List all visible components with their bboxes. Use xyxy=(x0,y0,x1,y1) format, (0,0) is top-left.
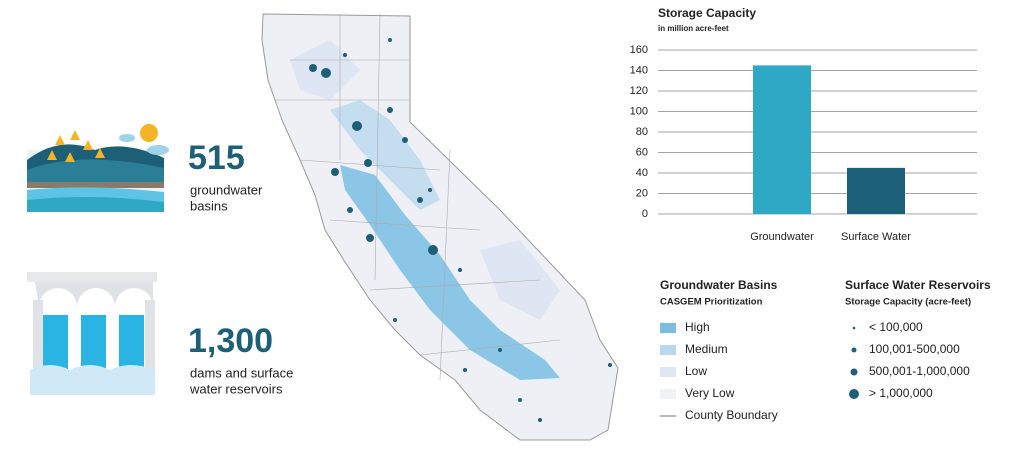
legend-swatch xyxy=(851,347,857,353)
legend-label: Medium xyxy=(685,342,728,356)
legend-label: Very Low xyxy=(685,386,735,400)
stat-label: groundwater xyxy=(190,182,263,197)
legend-swatch xyxy=(660,323,676,333)
y-tick-label: 60 xyxy=(636,146,648,158)
legend-title: Surface Water Reservoirs xyxy=(845,278,991,292)
legend-swatch xyxy=(660,389,676,399)
x-tick-label: Groundwater xyxy=(750,231,814,243)
california-map xyxy=(261,13,619,441)
dam-icon xyxy=(27,272,157,395)
y-tick-label: 0 xyxy=(642,208,648,220)
legend-title: Groundwater Basins xyxy=(660,278,778,292)
legend-label: High xyxy=(685,320,710,334)
bar-chart: Storage Capacity in million acre-feet xyxy=(658,6,756,33)
legend-subtitle: Storage Capacity (acre-feet) xyxy=(845,297,971,308)
y-tick-label: 140 xyxy=(630,64,648,76)
legend-label: 100,001-500,000 xyxy=(869,342,960,356)
stat-number: 1,300 xyxy=(188,322,273,360)
y-tick-label: 80 xyxy=(636,126,648,138)
y-tick-label: 100 xyxy=(630,105,648,117)
legend-swatch xyxy=(850,368,858,376)
chart-title: Storage Capacity xyxy=(658,6,756,20)
y-tick-label: 20 xyxy=(636,187,648,199)
y-tick-label: 40 xyxy=(636,167,648,179)
legend-swatch xyxy=(849,389,859,399)
legend-label: > 1,000,000 xyxy=(869,386,933,400)
bar xyxy=(847,167,905,214)
legend-swatch xyxy=(660,345,676,355)
legend-swatch xyxy=(660,367,676,377)
bar xyxy=(753,65,811,214)
x-tick-label: Surface Water xyxy=(841,231,911,243)
stat-label: water reservoirs xyxy=(189,381,283,396)
y-tick-label: 160 xyxy=(630,44,648,56)
groundwater-icon xyxy=(27,124,169,212)
legend-label: < 100,000 xyxy=(869,320,923,334)
stat-label: basins xyxy=(190,198,228,213)
stat-number: 515 xyxy=(188,139,245,177)
legend-label: Low xyxy=(685,364,707,378)
chart-subtitle: in million acre-feet xyxy=(658,24,729,33)
legend-label: 500,001-1,000,000 xyxy=(869,364,970,378)
stat-label: dams and surface xyxy=(190,365,293,380)
legend-swatch xyxy=(852,326,856,330)
y-tick-label: 120 xyxy=(630,85,648,97)
legend-label: County Boundary xyxy=(685,408,778,422)
legend-subtitle: CASGEM Prioritization xyxy=(660,297,763,308)
